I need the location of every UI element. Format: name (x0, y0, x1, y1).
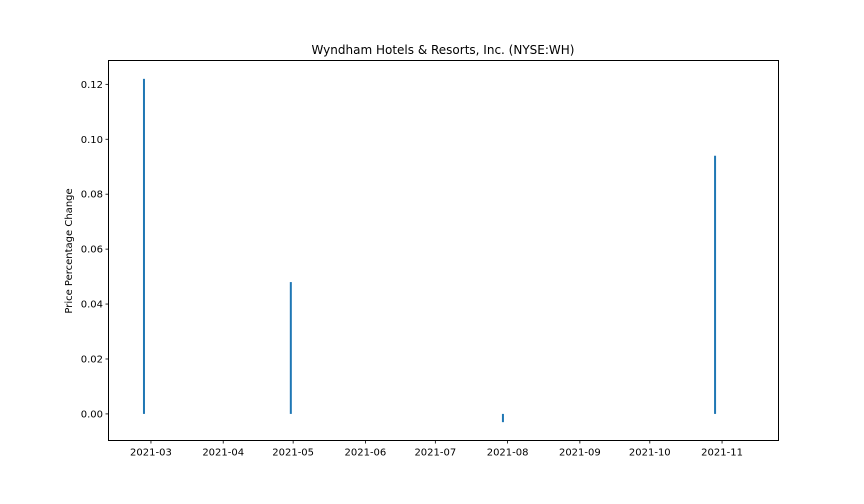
y-tick-label-4: 0.08 (81, 190, 103, 201)
y-tick-label-3: 0.06 (81, 245, 103, 256)
bar-0 (142, 78, 145, 414)
x-tick-label-0: 2021-03 (130, 448, 172, 459)
x-tick-label-5: 2021-08 (487, 448, 529, 459)
x-tick-label-1: 2021-04 (202, 448, 244, 459)
plot-frame (108, 60, 779, 441)
y-tick-label-0: 0.00 (81, 409, 103, 420)
y-axis-ticks: 0.00 0.02 0.04 0.06 0.08 0.10 0.12 (81, 80, 109, 420)
x-tick-label-2: 2021-05 (272, 448, 314, 459)
bar-1 (289, 282, 292, 414)
y-tick-label-5: 0.10 (81, 135, 103, 146)
chart-title: Wyndham Hotels & Resorts, Inc. (NYSE:WH) (312, 43, 575, 57)
y-tick-label-1: 0.02 (81, 354, 103, 365)
y-tick-label-2: 0.04 (81, 300, 103, 311)
bars-group (142, 78, 717, 423)
y-axis-label: Price Percentage Change (64, 188, 75, 313)
bar-3 (714, 155, 717, 414)
bar-2 (501, 413, 504, 423)
x-axis-ticks: 2021-03 2021-04 2021-05 2021-06 2021-07 2021-… (130, 440, 743, 459)
x-tick-label-4: 2021-07 (414, 448, 456, 459)
x-tick-label-8: 2021-11 (701, 448, 743, 459)
x-tick-label-6: 2021-09 (559, 448, 601, 459)
x-tick-label-7: 2021-10 (629, 448, 671, 459)
x-tick-label-3: 2021-06 (345, 448, 387, 459)
y-tick-label-6: 0.12 (81, 80, 103, 91)
